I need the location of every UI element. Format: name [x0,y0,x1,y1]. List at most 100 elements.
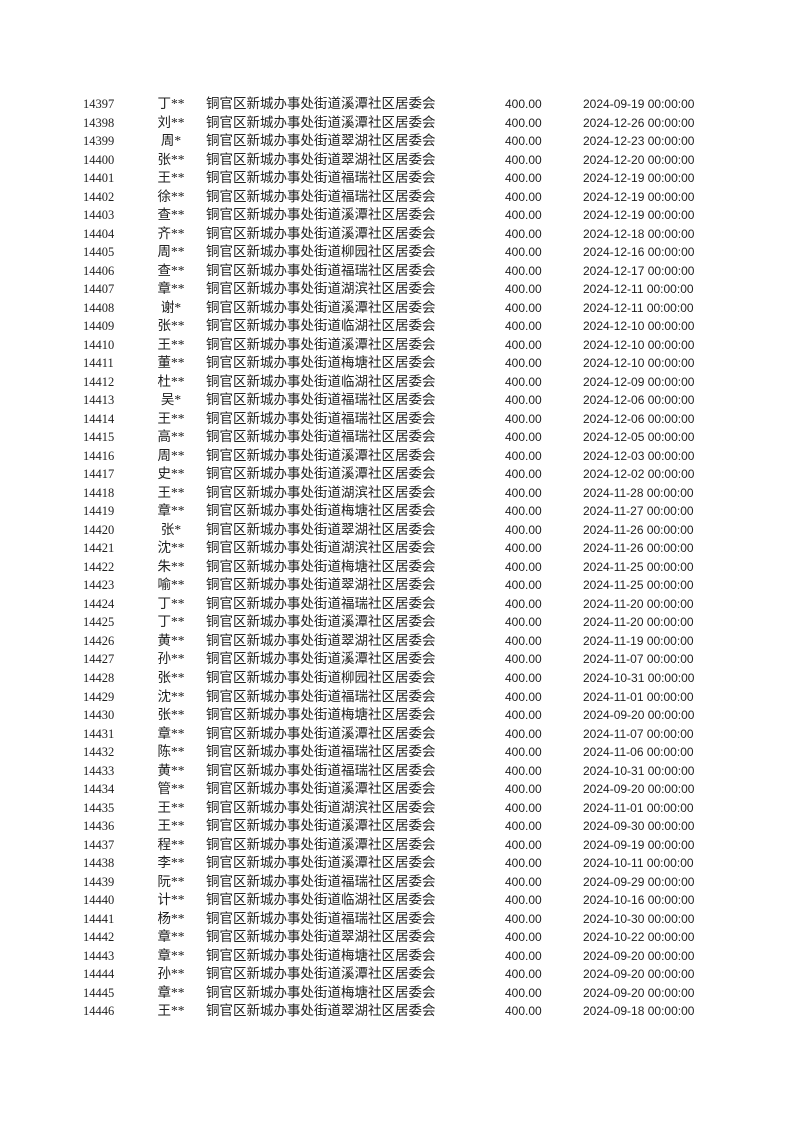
record-id: 14420 [83,522,115,537]
record-id: 14425 [83,615,115,630]
record-name: 章** [157,725,185,741]
record-id: 14431 [83,726,115,741]
record-name: 王** [157,799,185,815]
record-amount: 400.00 [505,189,542,204]
record-datetime: 2024-09-20 00:00:00 [583,967,695,982]
record-unit: 铜官区新城办事处街道溪潭社区居委会 [206,781,436,797]
record-datetime: 2024-09-20 00:00:00 [583,985,695,1000]
record-unit: 铜官区新城办事处街道溪潭社区居委会 [206,651,436,667]
record-datetime: 2024-09-20 00:00:00 [583,782,695,797]
table-row: 14408 谢* 铜官区新城办事处街道溪潭社区居委会 400.00 2024-1… [0,299,793,318]
record-datetime: 2024-11-07 00:00:00 [583,726,694,741]
record-name: 计** [157,892,185,908]
record-unit: 铜官区新城办事处街道梅塘社区居委会 [206,558,436,574]
record-unit: 铜官区新城办事处街道福瑞社区居委会 [206,170,436,186]
record-name: 管** [157,781,185,797]
record-datetime: 2024-12-16 00:00:00 [583,245,695,260]
record-amount: 400.00 [505,485,542,500]
record-amount: 400.00 [505,226,542,241]
record-id: 14415 [83,430,115,445]
record-amount: 400.00 [505,745,542,760]
table-row: 14426 黄** 铜官区新城办事处街道翠湖社区居委会 400.00 2024-… [0,632,793,651]
table-row: 14416 周** 铜官区新城办事处街道溪潭社区居委会 400.00 2024-… [0,447,793,466]
record-unit: 铜官区新城办事处街道溪潭社区居委会 [206,836,436,852]
record-amount: 400.00 [505,97,542,111]
record-datetime: 2024-11-26 00:00:00 [583,522,694,537]
record-name: 张** [157,707,185,723]
record-amount: 400.00 [505,356,542,371]
record-name: 阮** [157,873,185,889]
record-amount: 400.00 [505,782,542,797]
table-row: 14443 章** 铜官区新城办事处街道梅塘社区居委会 400.00 2024-… [0,947,793,966]
record-datetime: 2024-09-19 00:00:00 [583,97,695,111]
record-datetime: 2024-12-02 00:00:00 [583,467,695,482]
record-unit: 铜官区新城办事处街道溪潭社区居委会 [206,114,436,130]
record-name: 齐** [157,225,185,241]
record-id: 14438 [83,856,115,871]
record-datetime: 2024-12-06 00:00:00 [583,393,695,408]
table-row: 14440 计** 铜官区新城办事处街道临湖社区居委会 400.00 2024-… [0,891,793,910]
record-id: 14424 [83,596,115,611]
record-id: 14417 [83,467,115,482]
table-row: 14423 喻** 铜官区新城办事处街道翠湖社区居委会 400.00 2024-… [0,576,793,595]
record-unit: 铜官区新城办事处街道溪潭社区居委会 [206,614,436,630]
record-datetime: 2024-10-22 00:00:00 [583,930,695,945]
record-unit: 铜官区新城办事处街道福瑞社区居委会 [206,910,436,926]
record-datetime: 2024-09-18 00:00:00 [583,1004,695,1019]
record-datetime: 2024-12-03 00:00:00 [583,448,695,463]
record-id: 14437 [83,837,115,852]
table-row: 14412 杜** 铜官区新城办事处街道临湖社区居委会 400.00 2024-… [0,373,793,392]
record-amount: 400.00 [505,430,542,445]
record-amount: 400.00 [505,670,542,685]
record-unit: 铜官区新城办事处街道溪潭社区居委会 [206,447,436,463]
record-id: 14428 [83,670,115,685]
record-datetime: 2024-09-20 00:00:00 [583,708,695,723]
table-row: 14409 张** 铜官区新城办事处街道临湖社区居委会 400.00 2024-… [0,317,793,336]
record-datetime: 2024-12-20 00:00:00 [583,152,695,167]
record-amount: 400.00 [505,652,542,667]
record-id: 14407 [83,282,115,297]
record-id: 14441 [83,911,115,926]
record-amount: 400.00 [505,708,542,723]
table-row: 14433 黄** 铜官区新城办事处街道福瑞社区居委会 400.00 2024-… [0,762,793,781]
record-amount: 400.00 [505,819,542,834]
record-amount: 400.00 [505,596,542,611]
record-unit: 铜官区新城办事处街道溪潭社区居委会 [206,225,436,241]
record-datetime: 2024-11-20 00:00:00 [583,615,694,630]
table-row: 14403 查** 铜官区新城办事处街道溪潭社区居委会 400.00 2024-… [0,206,793,225]
record-id: 14403 [83,208,115,223]
record-id: 14405 [83,245,115,260]
record-amount: 400.00 [505,948,542,963]
table-row: 14422 朱** 铜官区新城办事处街道梅塘社区居委会 400.00 2024-… [0,558,793,577]
record-id: 14432 [83,745,115,760]
record-amount: 400.00 [505,856,542,871]
record-unit: 铜官区新城办事处街道福瑞社区居委会 [206,188,436,204]
record-amount: 400.00 [505,578,542,593]
table-row: 14400 张** 铜官区新城办事处街道翠湖社区居委会 400.00 2024-… [0,151,793,170]
record-unit: 铜官区新城办事处街道翠湖社区居委会 [206,632,436,648]
record-id: 14409 [83,319,115,334]
record-datetime: 2024-11-07 00:00:00 [583,652,694,667]
table-row: 14434 管** 铜官区新城办事处街道溪潭社区居委会 400.00 2024-… [0,780,793,799]
table-row: 14427 孙** 铜官区新城办事处街道溪潭社区居委会 400.00 2024-… [0,650,793,669]
record-amount: 400.00 [505,541,542,556]
record-datetime: 2024-11-27 00:00:00 [583,504,694,519]
record-id: 14426 [83,633,115,648]
record-datetime: 2024-12-17 00:00:00 [583,263,695,278]
record-name: 沈** [157,688,185,704]
record-amount: 400.00 [505,208,542,223]
record-unit: 铜官区新城办事处街道福瑞社区居委会 [206,410,436,426]
record-id: 14434 [83,782,115,797]
record-name: 张* [160,521,182,537]
table-row: 14397 丁** 铜官区新城办事处街道溪潭社区居委会 400.00 2024-… [0,95,793,114]
record-unit: 铜官区新城办事处街道溪潭社区居委会 [206,855,436,871]
record-id: 14445 [83,985,115,1000]
record-unit: 铜官区新城办事处街道溪潭社区居委会 [206,336,436,352]
table-row: 14435 王** 铜官区新城办事处街道湖滨社区居委会 400.00 2024-… [0,799,793,818]
record-id: 14443 [83,948,115,963]
table-row: 14398 刘** 铜官区新城办事处街道溪潭社区居委会 400.00 2024-… [0,114,793,133]
table-row: 14411 董** 铜官区新城办事处街道梅塘社区居委会 400.00 2024-… [0,354,793,373]
table-row: 14439 阮** 铜官区新城办事处街道福瑞社区居委会 400.00 2024-… [0,873,793,892]
record-unit: 铜官区新城办事处街道临湖社区居委会 [206,892,436,908]
